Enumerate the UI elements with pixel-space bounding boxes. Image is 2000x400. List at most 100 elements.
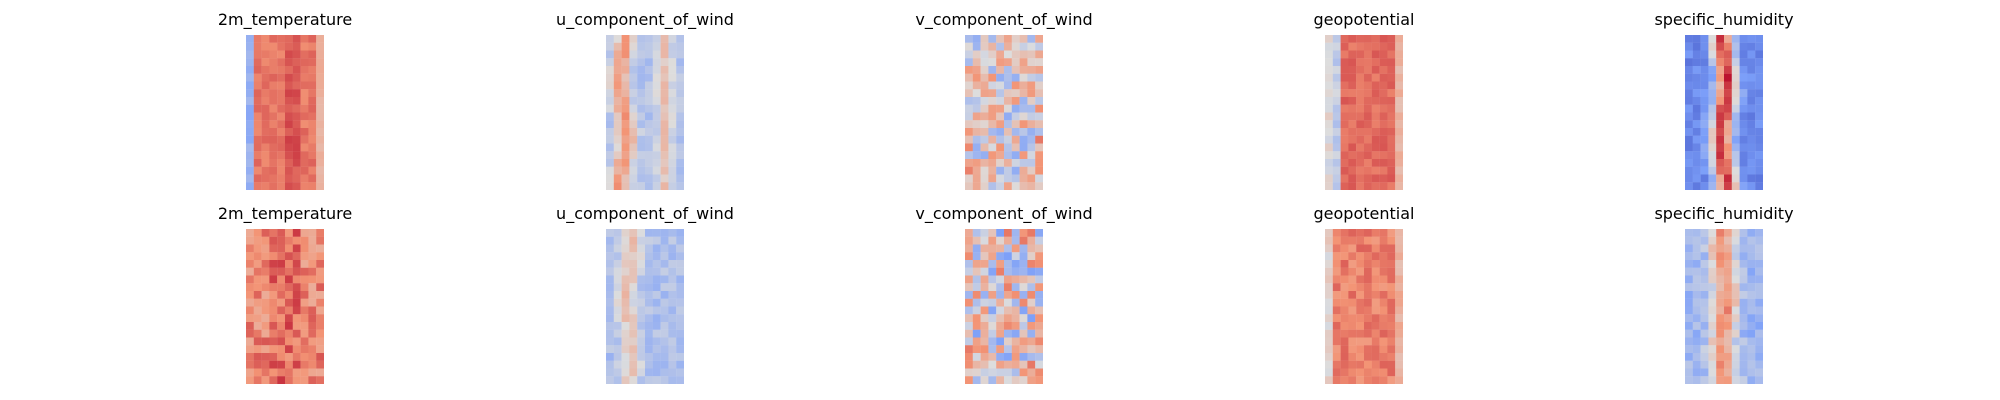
heatmap-cell <box>1700 58 1709 67</box>
heatmap-cell <box>606 182 614 190</box>
heatmap-cell <box>621 66 630 74</box>
heatmap-cell <box>1731 252 1740 261</box>
heatmap-cell <box>1027 337 1036 346</box>
heatmap-cell <box>1379 128 1388 136</box>
heatmap-cell <box>253 244 262 253</box>
heatmap-cell <box>980 42 989 51</box>
heatmap-cell <box>1356 322 1365 330</box>
heatmap-cell <box>316 120 324 129</box>
heatmap-cell <box>1371 275 1380 284</box>
heatmap-cell <box>1731 66 1740 74</box>
heatmap-cell <box>1700 128 1709 136</box>
heatmap-cell <box>1685 73 1693 82</box>
heatmap-cell <box>1004 283 1012 292</box>
heatmap-cell <box>1716 42 1725 51</box>
heatmap-cell <box>988 89 997 98</box>
heatmap-cell <box>285 128 293 136</box>
heatmap-cell <box>606 322 614 330</box>
heatmap-cell <box>269 135 278 144</box>
heatmap-cell <box>668 120 677 129</box>
heatmap-cell <box>1716 159 1725 167</box>
heatmap-cell <box>1716 120 1725 129</box>
heatmap-cell <box>300 182 309 190</box>
heatmap-cell <box>1700 368 1709 377</box>
heatmap-cell <box>972 159 981 167</box>
heatmap-cell <box>1332 58 1341 67</box>
heatmap-cell <box>1724 229 1732 237</box>
heatmap-cell <box>1364 135 1372 144</box>
heatmap-cell <box>1325 120 1333 129</box>
heatmap-cell <box>1356 283 1365 292</box>
heatmap-cell <box>1387 329 1396 338</box>
heatmap-cell <box>1755 368 1763 377</box>
heatmap-cell <box>1755 50 1763 59</box>
heatmap-cell <box>1027 353 1036 361</box>
heatmap-cell <box>613 337 622 346</box>
heatmap-cell <box>1387 166 1396 175</box>
heatmap-cell <box>668 337 677 346</box>
heatmap-cell <box>629 314 638 323</box>
heatmap-cell <box>660 322 669 330</box>
heatmap-cell <box>1724 291 1732 299</box>
heatmap-cell <box>1724 97 1732 105</box>
heatmap-cell <box>988 50 997 59</box>
heatmap-cell <box>1011 50 1020 59</box>
heatmap-cell <box>1379 267 1388 276</box>
heatmap-cell <box>972 97 981 105</box>
heatmap-cell <box>1755 89 1763 98</box>
heatmap-cell <box>980 283 989 292</box>
heatmap-cell <box>1708 166 1717 175</box>
heatmap-cell <box>277 306 286 315</box>
heatmap-svg <box>246 35 324 190</box>
heatmap-cell <box>613 174 622 183</box>
heatmap-cell <box>965 112 973 121</box>
heatmap-cell <box>261 159 270 167</box>
heatmap-cell <box>1004 345 1012 354</box>
heatmap-cell <box>300 267 309 276</box>
heatmap-cell <box>1035 345 1043 354</box>
heatmap-cell <box>1364 42 1372 51</box>
heatmap-cell <box>668 42 677 51</box>
heatmap-cell <box>300 159 309 167</box>
heatmap-cell <box>269 112 278 121</box>
heatmap-cell <box>316 159 324 167</box>
heatmap-cell <box>1035 73 1043 82</box>
heatmap-cell <box>1019 97 1028 105</box>
heatmap-cell <box>613 376 622 384</box>
heatmap-cell <box>1371 353 1380 361</box>
heatmap-cell <box>645 275 653 284</box>
heatmap-cell <box>637 376 646 384</box>
heatmap-cell <box>1747 267 1756 276</box>
heatmap-cell <box>1731 360 1740 369</box>
heatmap-cell <box>621 291 630 299</box>
heatmap-cell <box>988 73 997 82</box>
heatmap-cell <box>285 260 293 268</box>
heatmap-cell <box>972 35 981 43</box>
heatmap-cell <box>996 322 1005 330</box>
heatmap-cell <box>277 368 286 377</box>
heatmap-cell <box>1685 345 1693 354</box>
heatmap-cell <box>1325 291 1333 299</box>
heatmap-cell <box>1747 314 1756 323</box>
heatmap-cell <box>246 112 254 121</box>
heatmap-cell <box>277 345 286 354</box>
heatmap-cell <box>613 112 622 121</box>
heatmap-cell <box>1387 50 1396 59</box>
heatmap-cell <box>253 97 262 105</box>
heatmap-cell <box>972 89 981 98</box>
heatmap-cell <box>980 291 989 299</box>
heatmap-cell <box>246 337 254 346</box>
heatmap-cell <box>1708 283 1717 292</box>
heatmap-cell <box>1724 66 1732 74</box>
heatmap-cell <box>1325 298 1333 307</box>
heatmap-cell <box>629 229 638 237</box>
heatmap-cell <box>1348 89 1357 98</box>
heatmap-cell <box>1387 360 1396 369</box>
heatmap-cell <box>980 166 989 175</box>
heatmap-cell <box>1379 260 1388 268</box>
heatmap-cell <box>1011 360 1020 369</box>
heatmap-cell <box>1332 267 1341 276</box>
heatmap-cell <box>629 42 638 51</box>
heatmap-cell <box>1019 376 1028 384</box>
heatmap-cell <box>1716 360 1725 369</box>
